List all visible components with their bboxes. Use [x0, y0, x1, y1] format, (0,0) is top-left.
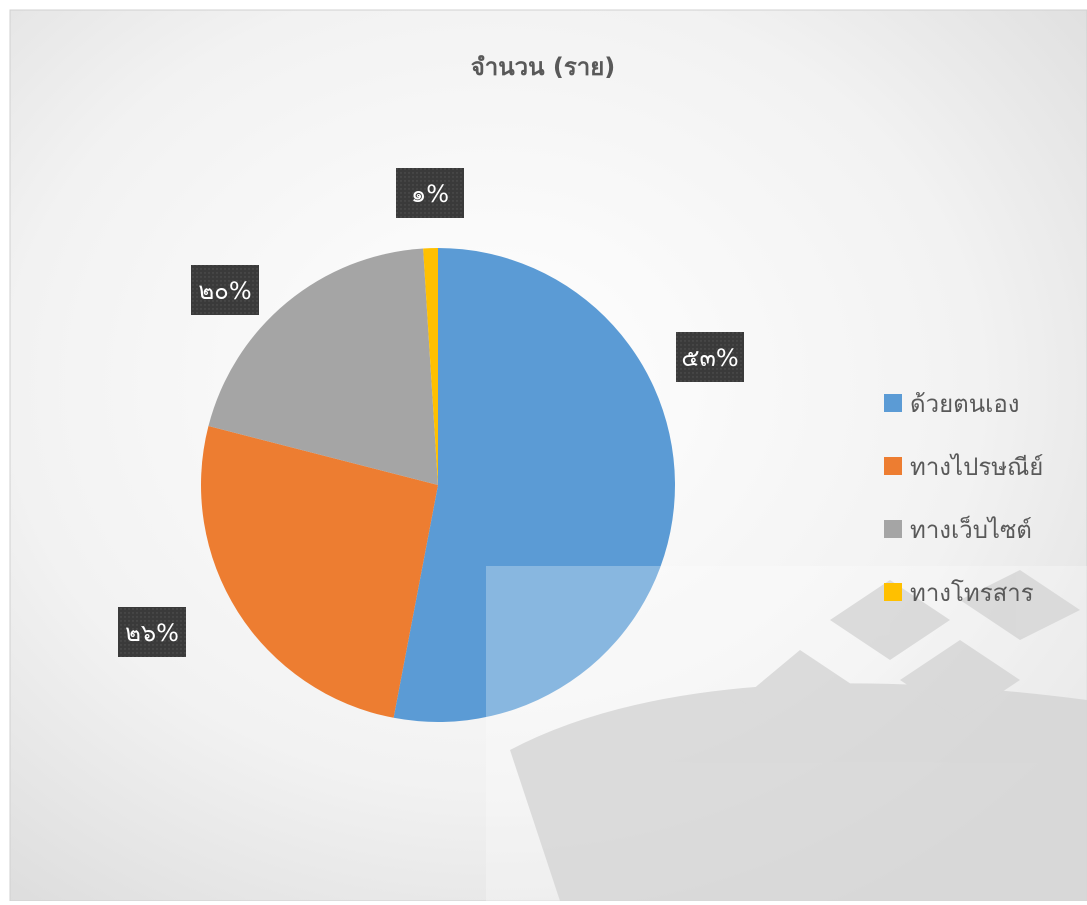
- pie-slice: [393, 248, 675, 722]
- pie-slice: [423, 248, 438, 485]
- data-label-box: [191, 265, 259, 315]
- legend-swatch: [884, 520, 902, 538]
- decoration: [510, 570, 1087, 901]
- data-label: ๒๐%: [198, 277, 251, 305]
- legend-label: ทางโทรสาร: [910, 579, 1034, 607]
- overlay: [486, 566, 1087, 901]
- legend-swatch: [884, 583, 902, 601]
- legend-swatch: [884, 394, 902, 412]
- legend-label: ด้วยตนเอง: [910, 390, 1019, 418]
- pie-slice: [208, 248, 438, 485]
- data-label-box: [396, 168, 464, 218]
- data-label-box: [676, 332, 744, 382]
- data-label: ๕๓%: [681, 344, 738, 372]
- legend-swatch: [884, 457, 902, 475]
- pie-slice: [201, 426, 438, 718]
- legend-label: ทางเว็บไซต์: [910, 515, 1032, 544]
- data-label: ๑%: [411, 180, 449, 208]
- data-label-box: [118, 607, 186, 657]
- legend-label: ทางไปรษณีย์: [910, 453, 1043, 481]
- chart-title: จำนวน (ราย): [471, 53, 616, 81]
- data-label: ๒๖%: [125, 619, 179, 647]
